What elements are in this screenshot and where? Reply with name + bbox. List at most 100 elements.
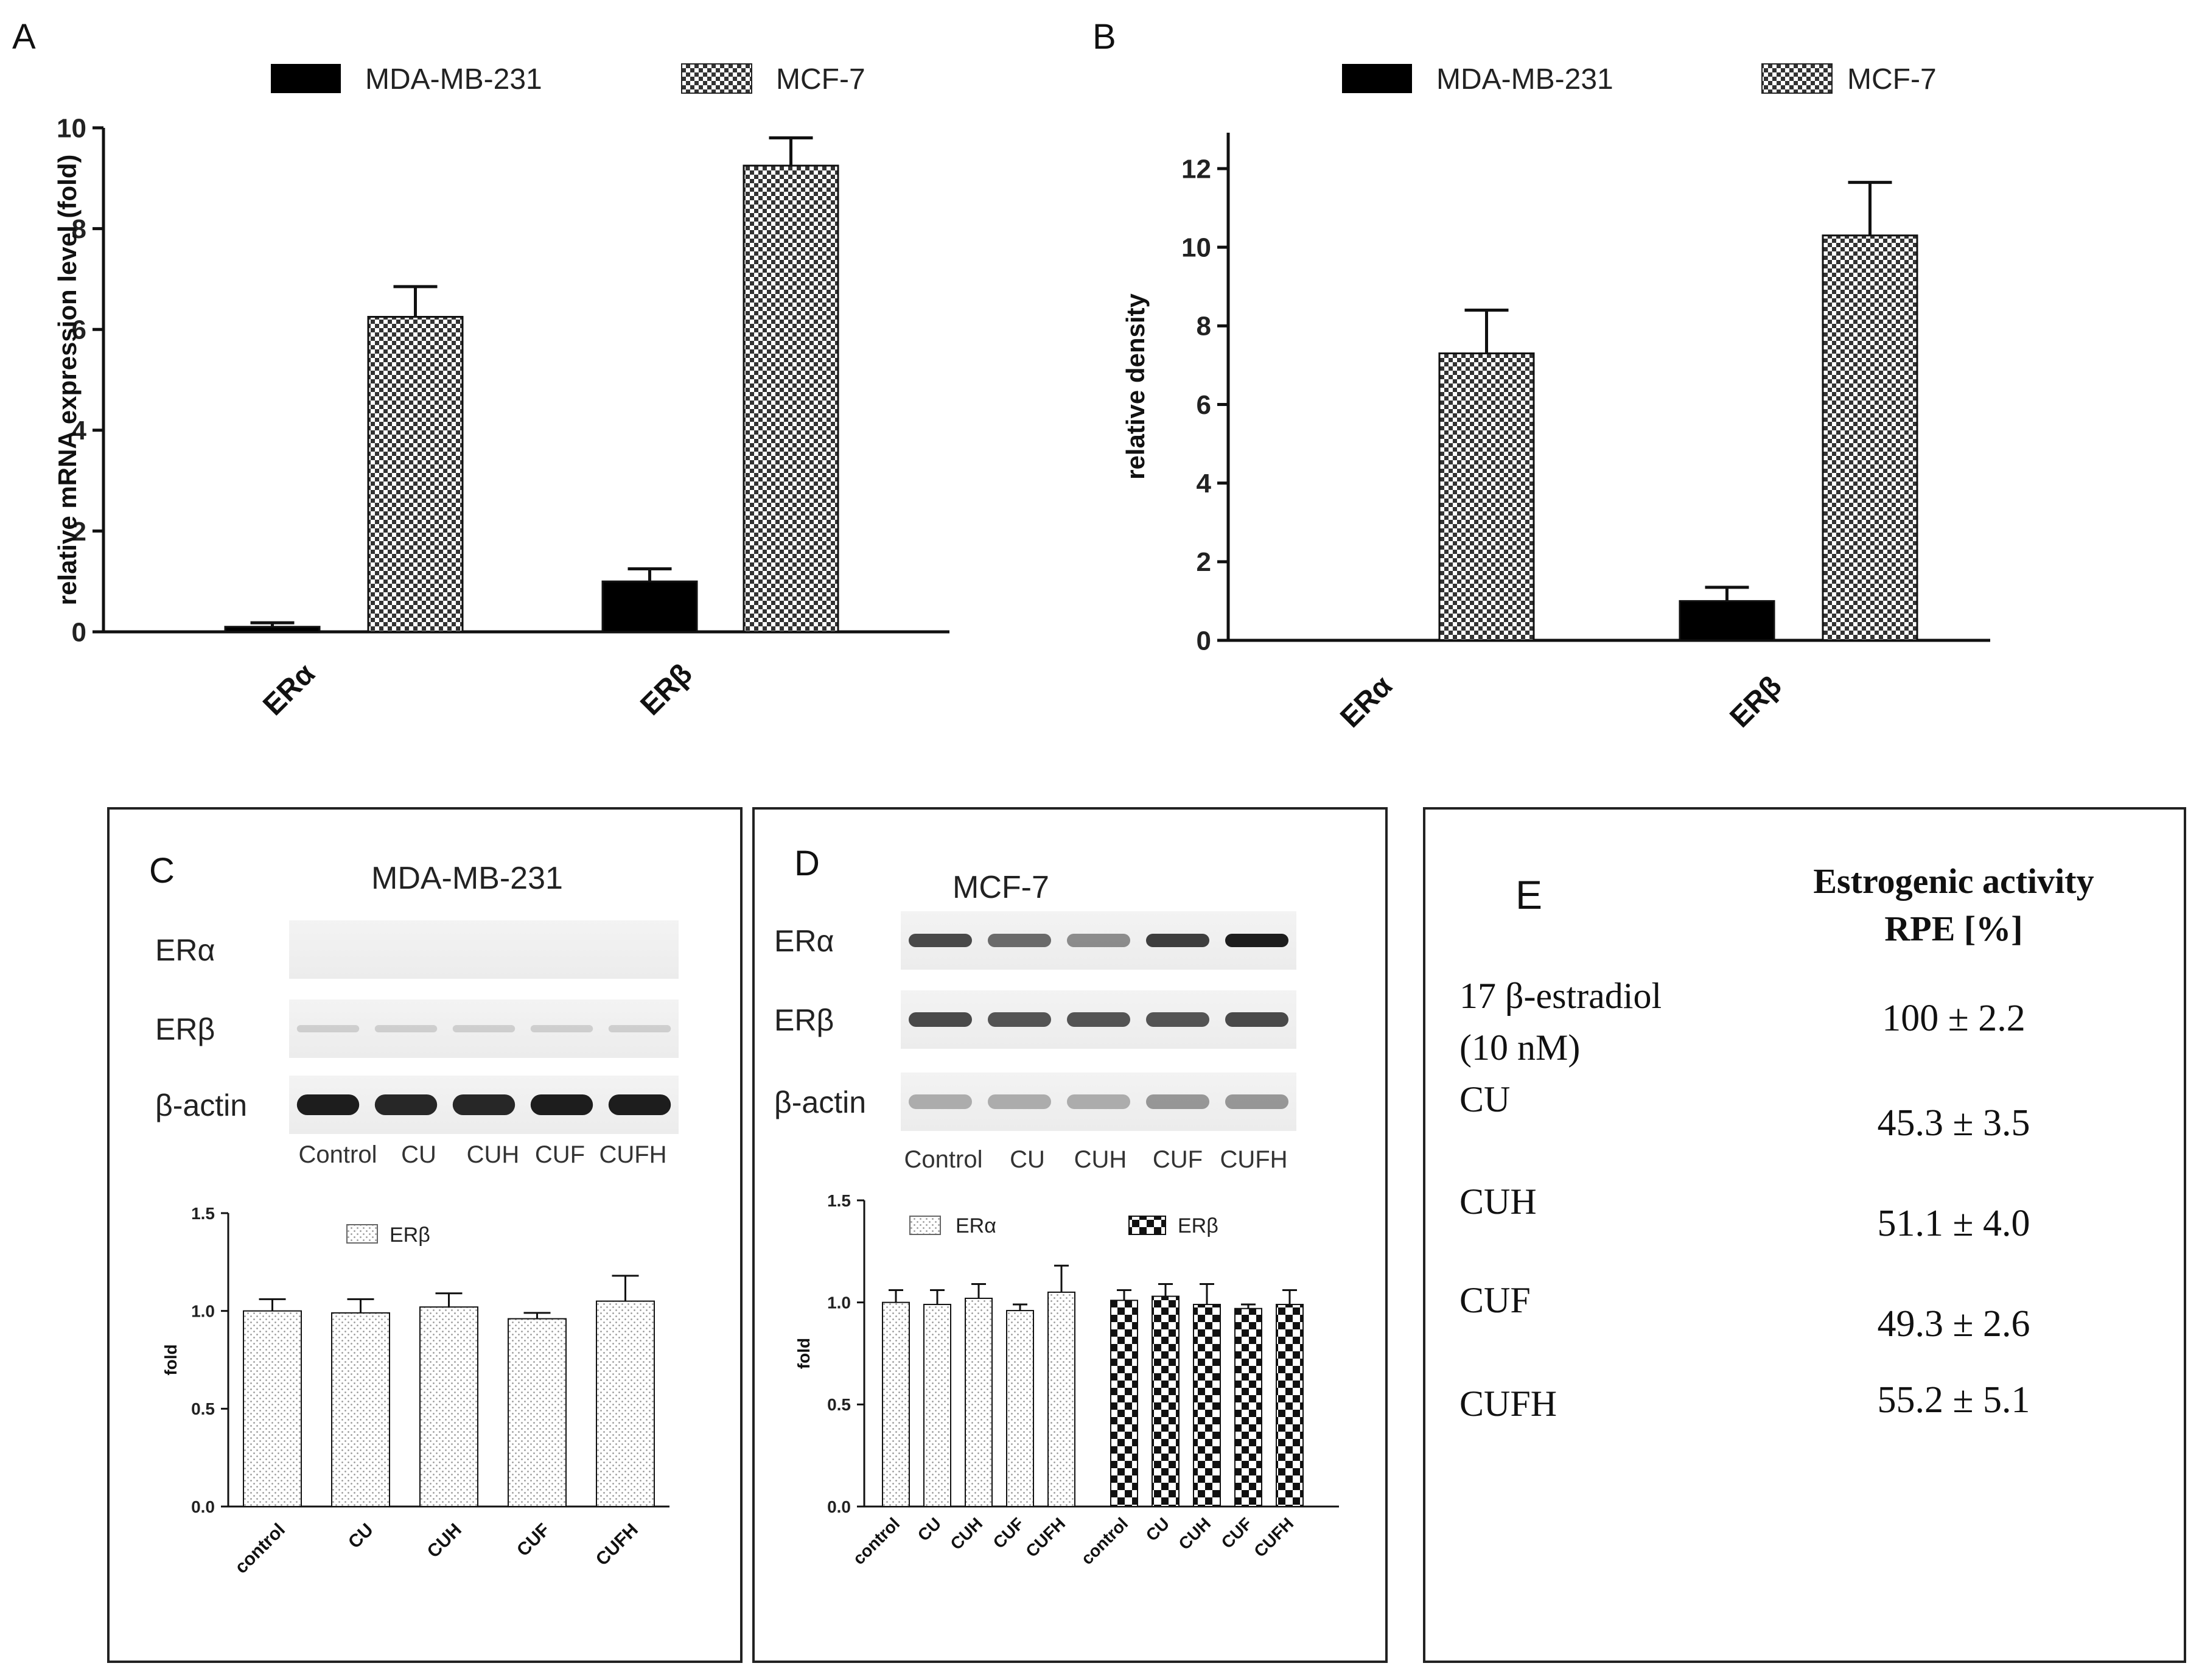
legend-label-mcf: MCF-7 <box>776 63 865 96</box>
bar <box>224 626 321 633</box>
y-tick-label: 0 <box>72 617 86 647</box>
blot-lane-label: CU <box>401 1141 436 1168</box>
table-row-value: 51.1 ± 4.0 <box>1877 1203 2030 1244</box>
blot-lane-label: Control <box>904 1146 983 1173</box>
blot-strip <box>901 1073 1296 1131</box>
table-row-label: CUFH <box>1459 1384 1557 1424</box>
x-tick-label: CU <box>344 1520 377 1553</box>
x-tick-label: CUH <box>424 1520 466 1562</box>
x-tick-label: CUH <box>946 1514 986 1553</box>
blot-band <box>296 1094 360 1115</box>
y-axis-label: relative density <box>1121 293 1150 479</box>
panel-b: B MDA-MB-231 MCF-7 0 2 4 6 8 10 12 relative den… <box>1092 17 1990 734</box>
x-tick-label: CUFH <box>1022 1514 1069 1561</box>
y-tick-label: 1.5 <box>191 1204 215 1223</box>
table-header-1: Estrogenic activity <box>1813 861 2094 901</box>
panel-c-title: MDA-MB-231 <box>371 861 563 896</box>
blot-lane-label: CUFH <box>599 1141 666 1168</box>
blot-row-label: ERβ <box>774 1003 834 1037</box>
panel-a-letter: A <box>12 17 36 57</box>
bar <box>882 1301 910 1508</box>
x-tick-label: CU <box>1142 1514 1173 1545</box>
blot-c: ERα ERβ β-actin Control CU CUH CUF CUFH <box>155 920 679 1168</box>
legend-swatch-mda <box>271 64 341 93</box>
blot-row-label: β-actin <box>155 1088 247 1122</box>
blot-lane-label: CUF <box>535 1141 585 1168</box>
blot-band <box>452 1094 516 1115</box>
panel-a: A MDA-MB-231 MCF-7 0 2 4 6 8 10 relative mRNA … <box>12 17 949 722</box>
chart-c: 0.0 0.5 1.0 1.5 fold control CU CUH CUF CUFH ERβ <box>161 1204 669 1578</box>
bar <box>508 1318 567 1508</box>
y-tick-label: 0 <box>1197 626 1211 656</box>
y-tick-label: 2 <box>1197 547 1211 577</box>
bar <box>965 1297 993 1507</box>
y-axis-label: fold <box>794 1338 813 1369</box>
legend-swatch-er-beta <box>346 1224 378 1244</box>
x-tick-label: ERα <box>257 657 321 722</box>
panel-e-letter: E <box>1515 872 1543 917</box>
y-tick-label: 0.5 <box>191 1399 215 1418</box>
table-row-label: CUH <box>1459 1181 1537 1222</box>
panel-d-letter: D <box>794 844 820 883</box>
bar <box>1276 1304 1304 1508</box>
x-tick-label: CUFH <box>592 1520 642 1570</box>
table-row-label: CU <box>1459 1079 1511 1119</box>
x-tick-label: ERβ <box>634 657 698 721</box>
x-tick-label: CUH <box>1175 1514 1214 1553</box>
x-tick-label: ERβ <box>1724 670 1788 733</box>
table-row-sublabel: (10 nM) <box>1459 1027 1581 1068</box>
blot-lane-label: Control <box>299 1141 377 1168</box>
y-tick-label: 1.0 <box>827 1293 851 1312</box>
panel-b-letter: B <box>1092 17 1116 57</box>
chart-b: 0 2 4 6 8 10 12 relative density ERα ERβ <box>1121 133 1990 734</box>
blot-band <box>909 934 972 947</box>
blot-band <box>1225 934 1288 947</box>
x-tick-label: control <box>849 1514 903 1568</box>
y-tick-label: 0.0 <box>191 1497 215 1516</box>
bar <box>1438 352 1535 642</box>
legend-swatch-mcf <box>681 63 752 94</box>
bar <box>601 580 698 633</box>
panel-c-frame <box>107 807 743 1663</box>
bar <box>1234 1307 1262 1507</box>
blot-band <box>1146 1012 1209 1027</box>
blot-band <box>1146 1094 1209 1109</box>
panel-d-frame <box>752 807 1388 1663</box>
blot-band <box>1225 1094 1288 1109</box>
y-tick-label: 0.5 <box>827 1395 851 1414</box>
legend-swatch-er-alpha <box>909 1216 941 1235</box>
bar <box>743 164 839 633</box>
legend-label-er-alpha: ERα <box>956 1214 996 1237</box>
y-tick-label: 8 <box>72 214 86 244</box>
bar <box>331 1312 390 1507</box>
blot-band <box>1067 1094 1130 1109</box>
x-tick-label: CUFH <box>1250 1514 1297 1561</box>
blot-lane-label: CUF <box>1153 1146 1203 1173</box>
x-tick-label: ERα <box>1334 670 1399 734</box>
blot-strip <box>289 999 679 1058</box>
table-header-2: RPE [%] <box>1884 909 2023 948</box>
y-tick-label: 12 <box>1181 154 1211 184</box>
legend-label-er-beta: ERβ <box>1178 1214 1218 1237</box>
table-row-value: 55.2 ± 5.1 <box>1877 1379 2030 1421</box>
bar <box>1006 1310 1034 1508</box>
blot-band <box>988 1094 1051 1109</box>
bar <box>1193 1304 1221 1508</box>
y-tick-label: 0.0 <box>827 1497 851 1516</box>
blot-lane-label: CUH <box>467 1141 520 1168</box>
legend-swatch-mcf <box>1761 63 1833 94</box>
bar <box>1152 1295 1180 1508</box>
blot-band <box>608 1025 671 1032</box>
blot-lane-label: CUFH <box>1220 1146 1287 1173</box>
panel-d-title: MCF-7 <box>952 870 1049 905</box>
blot-row-label: β-actin <box>774 1085 866 1119</box>
blot-row-label: ERα <box>155 933 215 967</box>
bar <box>419 1306 478 1507</box>
blot-row-label: ERα <box>774 924 834 958</box>
blot-band <box>1146 934 1209 947</box>
x-tick-label: CUF <box>513 1520 554 1561</box>
bar <box>243 1310 302 1508</box>
legend-label-mda: MDA-MB-231 <box>1436 63 1613 96</box>
blot-d: ERα ERβ β-actin Control CU CUH CUF CUFH <box>774 911 1296 1173</box>
